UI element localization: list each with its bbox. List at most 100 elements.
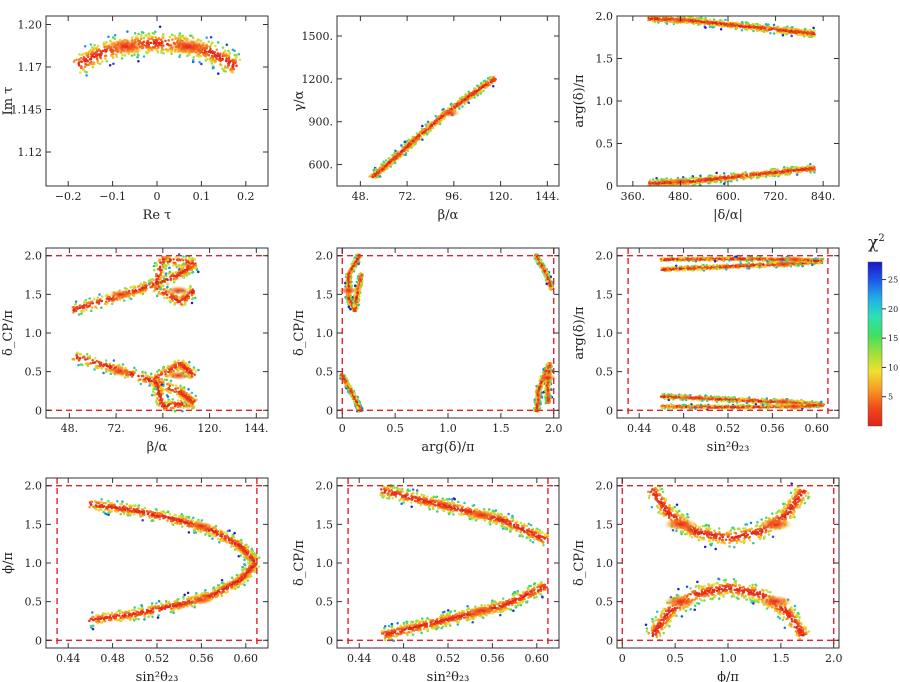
scatter-point xyxy=(95,57,99,61)
scatter-point xyxy=(719,22,723,26)
scatter-point xyxy=(345,297,348,300)
scatter-point xyxy=(380,163,383,166)
scatter-point xyxy=(352,268,356,272)
scatter-point xyxy=(151,383,154,387)
scatter-point xyxy=(211,41,214,44)
scatter-point xyxy=(693,182,697,186)
scatter-point xyxy=(225,43,229,46)
scatter-point xyxy=(768,174,771,178)
scatter-point xyxy=(156,384,160,388)
scatter-point xyxy=(405,140,408,144)
scatter-point xyxy=(90,306,94,309)
scatter-point xyxy=(85,301,89,305)
scatter-point xyxy=(190,391,194,395)
scatter-point xyxy=(197,270,200,274)
scatter-point xyxy=(111,54,114,58)
scatter-point xyxy=(745,174,748,178)
scatter-point xyxy=(137,291,140,294)
scatter-point xyxy=(179,386,182,389)
scatter-point xyxy=(774,26,778,30)
scatter-point xyxy=(162,52,165,55)
scatter-point xyxy=(189,370,192,373)
scatter-point xyxy=(137,32,140,36)
scatter-point xyxy=(167,272,170,275)
plot-area xyxy=(72,25,242,77)
scatter-point xyxy=(79,71,82,74)
scatter-point xyxy=(151,376,154,379)
scatter-point xyxy=(139,37,143,41)
scatter-point xyxy=(353,308,356,312)
scatter-point xyxy=(80,53,83,57)
scatter-point xyxy=(806,164,809,168)
scatter-point xyxy=(224,65,227,68)
scatter-point xyxy=(769,168,773,171)
scatter-point xyxy=(403,142,407,146)
scatter-point xyxy=(175,361,178,364)
scatter-point xyxy=(740,176,743,179)
scatter-point xyxy=(155,376,158,379)
scatter-point xyxy=(356,285,359,289)
scatter-point xyxy=(152,390,155,393)
scatter-point xyxy=(82,52,85,55)
scatter-point xyxy=(456,102,460,105)
scatter-point xyxy=(112,363,115,367)
scatter-point xyxy=(184,300,187,304)
scatter-point xyxy=(181,386,184,390)
scatter-point xyxy=(233,53,237,57)
scatter-point xyxy=(205,36,208,39)
scatter-point xyxy=(101,364,105,368)
scatter-point xyxy=(90,300,94,303)
scatter-point xyxy=(160,383,164,386)
scatter-point xyxy=(123,376,127,379)
scatter-point xyxy=(157,404,161,407)
plot-frame xyxy=(336,15,560,187)
scatter-point xyxy=(173,301,177,305)
scatter-band-arc xyxy=(72,25,242,77)
scatter-point xyxy=(181,359,185,362)
scatter-point xyxy=(83,300,86,303)
scatter-point xyxy=(469,96,473,99)
x-tick-label: 96. xyxy=(445,190,463,203)
scatter-point xyxy=(745,28,749,31)
scatter-point xyxy=(160,398,164,401)
scatter-point xyxy=(658,18,662,22)
scatter-point xyxy=(180,401,184,404)
scatter-point xyxy=(173,361,176,364)
scatter-point xyxy=(353,293,357,296)
scatter-point xyxy=(157,368,161,372)
scatter-point xyxy=(782,29,785,32)
y-tick-label: 1.17 xyxy=(18,61,43,74)
scatter-point xyxy=(165,389,169,392)
scatter-point xyxy=(404,146,407,149)
scatter-point xyxy=(417,134,420,137)
scatter-point xyxy=(354,262,358,266)
scatter-point xyxy=(424,123,428,126)
scatter-point xyxy=(779,27,783,31)
scatter-point xyxy=(159,401,162,405)
scatter-point xyxy=(91,55,94,58)
scatter-point xyxy=(81,356,85,359)
scatter-point xyxy=(76,351,79,354)
scatter-point xyxy=(467,90,470,93)
scatter-point xyxy=(113,34,117,37)
scatter-point xyxy=(182,262,186,266)
y-tick-label: 0.5 xyxy=(596,138,614,151)
scatter-point xyxy=(698,182,701,186)
scatter-point xyxy=(733,176,736,180)
scatter-point xyxy=(169,379,173,383)
y-tick-label: 0.5 xyxy=(25,366,43,379)
scatter-point xyxy=(77,358,81,361)
y-tick-label: 1.145 xyxy=(11,104,43,117)
scatter-point xyxy=(494,78,497,81)
y-tick-label: 900. xyxy=(309,116,334,129)
scatter-point xyxy=(411,139,415,143)
scatter-point xyxy=(431,126,435,130)
scatter-point xyxy=(762,174,765,178)
scatter-point xyxy=(657,182,660,185)
scatter-point xyxy=(95,301,99,304)
scatter-point xyxy=(356,257,359,261)
scatter-point xyxy=(785,28,788,32)
scatter-point xyxy=(174,271,178,274)
scatter-point xyxy=(88,356,92,360)
scatter-point xyxy=(112,62,115,66)
